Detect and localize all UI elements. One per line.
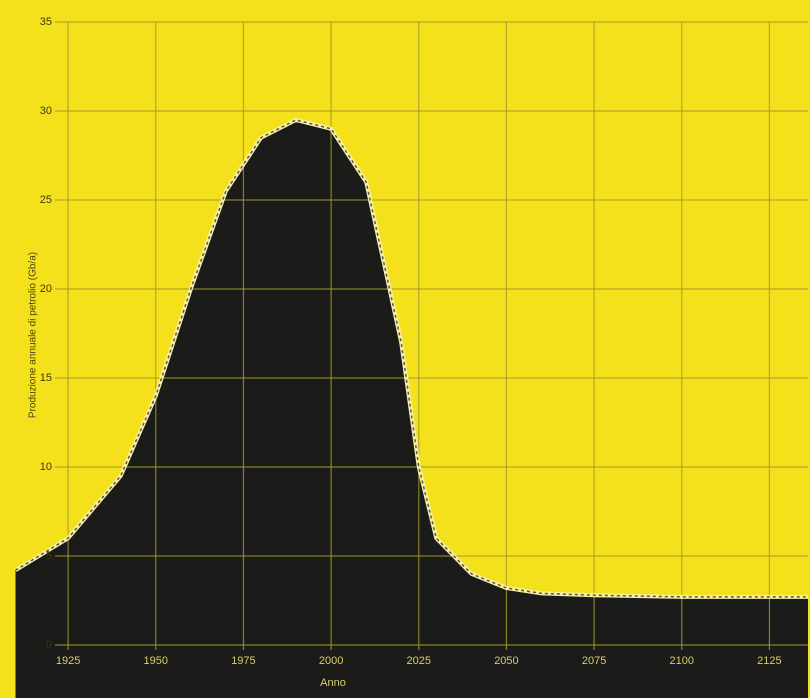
- x-tick-label: 1950: [144, 655, 168, 667]
- y-tick-label: 35: [40, 16, 52, 28]
- x-tick-label: 2075: [582, 655, 606, 667]
- y-axis-label: Produzione annuale di petrolio (Gb/a): [28, 252, 39, 418]
- area: [15, 119, 808, 698]
- x-axis-label: Anno: [320, 677, 346, 689]
- x-tick-label: 2125: [757, 655, 781, 667]
- y-tick-label: 25: [40, 194, 52, 206]
- y-tick-label: 10: [40, 461, 52, 473]
- x-tick-label: 1925: [56, 655, 80, 667]
- y-tick-label: 20: [40, 283, 52, 295]
- x-tick-label: 2050: [494, 655, 518, 667]
- y-tick-label: 30: [40, 105, 52, 117]
- y-tick-label: 0: [46, 639, 52, 651]
- y-tick-label: 15: [40, 372, 52, 384]
- x-tick-label: 1975: [231, 655, 255, 667]
- x-tick-label: 2100: [670, 655, 694, 667]
- y-tick-label: 5: [46, 550, 52, 562]
- track-rail: [15, 119, 808, 598]
- x-tick-label: 2000: [319, 655, 343, 667]
- x-tick-label: 2025: [407, 655, 431, 667]
